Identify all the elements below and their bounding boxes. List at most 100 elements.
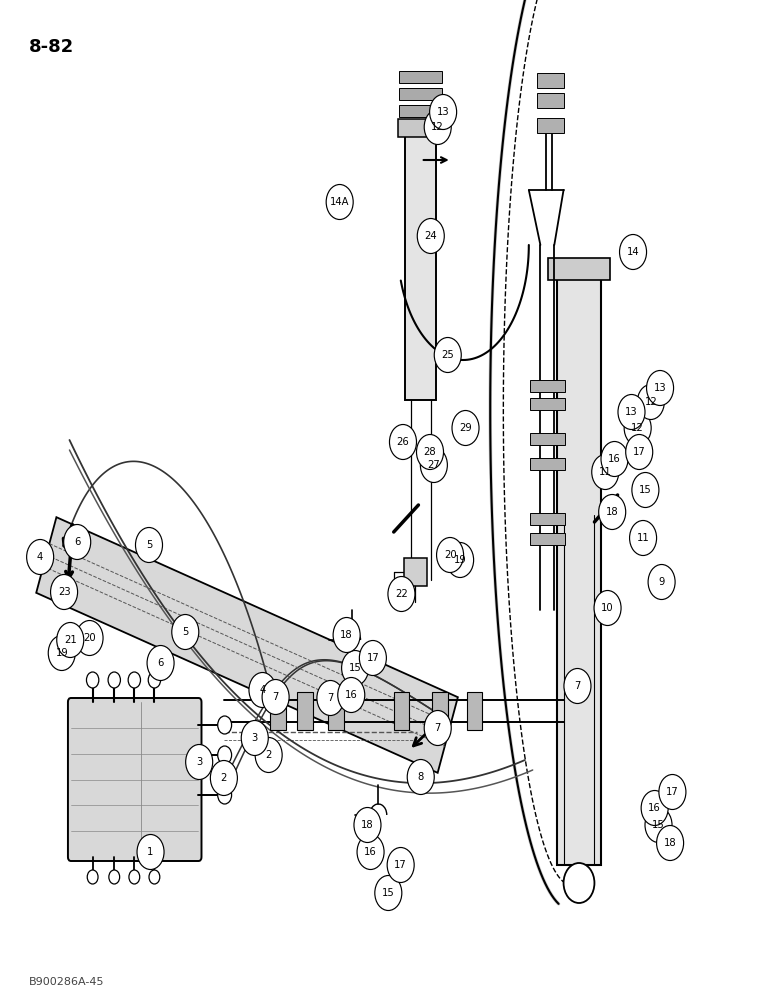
Bar	[530, 398, 565, 410]
Circle shape	[599, 494, 625, 530]
Bar	[537, 73, 564, 88]
Text: 13: 13	[625, 407, 638, 417]
Text: 19: 19	[454, 555, 466, 565]
Text: 5: 5	[182, 627, 188, 637]
Text: 16: 16	[648, 803, 661, 813]
Bar	[405, 125, 436, 400]
Bar	[270, 692, 286, 730]
Bar	[399, 71, 442, 83]
Text: 17: 17	[367, 653, 379, 663]
Circle shape	[417, 219, 444, 253]
Circle shape	[374, 876, 401, 910]
Bar	[530, 513, 565, 525]
Circle shape	[87, 870, 98, 884]
Circle shape	[337, 678, 364, 712]
Bar	[297, 692, 313, 730]
Circle shape	[645, 808, 672, 842]
Text: 16: 16	[345, 690, 357, 700]
Circle shape	[218, 716, 232, 734]
Bar	[530, 458, 565, 470]
Bar	[467, 692, 482, 730]
Circle shape	[601, 442, 628, 477]
Text: 6: 6	[157, 658, 164, 668]
Circle shape	[429, 95, 456, 129]
Circle shape	[354, 808, 381, 842]
Text: 13: 13	[437, 107, 449, 117]
Text: 14A: 14A	[330, 197, 350, 207]
Text: 2: 2	[221, 773, 227, 783]
Circle shape	[647, 370, 673, 406]
Circle shape	[387, 848, 414, 882]
Bar	[399, 105, 442, 117]
Bar	[394, 692, 409, 730]
Text: 7: 7	[327, 693, 334, 703]
Text: B900286A-45: B900286A-45	[29, 977, 105, 987]
Text: 8-82: 8-82	[29, 38, 75, 56]
Text: 15: 15	[382, 888, 394, 898]
Text: 1: 1	[147, 847, 154, 857]
Text: 12: 12	[631, 423, 644, 433]
Text: 21: 21	[64, 635, 76, 645]
Text: 11: 11	[637, 533, 649, 543]
Circle shape	[63, 524, 91, 560]
Bar	[530, 533, 565, 545]
Text: 9: 9	[659, 577, 665, 587]
Text: 12: 12	[645, 397, 657, 407]
Circle shape	[359, 641, 386, 676]
Bar	[537, 93, 564, 108]
Circle shape	[255, 738, 282, 772]
Circle shape	[109, 870, 120, 884]
Bar	[399, 88, 442, 100]
Circle shape	[317, 680, 344, 716]
Circle shape	[659, 774, 686, 810]
Text: 18: 18	[606, 507, 618, 517]
Circle shape	[618, 394, 645, 430]
Text: 22: 22	[395, 589, 408, 599]
Circle shape	[48, 636, 76, 670]
Text: 5: 5	[146, 540, 152, 550]
Circle shape	[564, 863, 594, 903]
Text: 20: 20	[83, 633, 96, 643]
Circle shape	[56, 622, 83, 658]
Text: 18: 18	[664, 838, 676, 848]
Text: 14: 14	[627, 247, 639, 257]
Text: 12: 12	[432, 122, 444, 132]
Circle shape	[185, 744, 212, 780]
Circle shape	[424, 710, 451, 746]
Bar	[548, 258, 610, 280]
Text: 23: 23	[58, 587, 70, 597]
Text: 13: 13	[654, 383, 666, 393]
Circle shape	[148, 672, 161, 688]
Circle shape	[434, 338, 461, 372]
Circle shape	[436, 538, 463, 572]
Text: 17: 17	[394, 860, 407, 870]
Text: 18: 18	[361, 820, 374, 830]
Circle shape	[629, 520, 656, 556]
Bar	[537, 118, 564, 133]
Circle shape	[129, 870, 140, 884]
Circle shape	[624, 410, 651, 446]
Bar	[404, 558, 427, 586]
Circle shape	[210, 760, 237, 796]
Text: 28: 28	[424, 447, 436, 457]
Text: 24: 24	[425, 231, 437, 241]
FancyBboxPatch shape	[68, 698, 201, 861]
Circle shape	[51, 574, 77, 609]
Text: 4: 4	[37, 552, 43, 562]
Text: 16: 16	[364, 847, 377, 857]
Text: 3: 3	[252, 733, 258, 743]
Circle shape	[656, 826, 683, 860]
Circle shape	[390, 424, 417, 460]
Circle shape	[333, 617, 360, 652]
Circle shape	[638, 384, 664, 420]
Bar	[557, 265, 601, 865]
Text: 19: 19	[56, 648, 68, 658]
Circle shape	[218, 746, 232, 764]
Circle shape	[408, 760, 434, 794]
Text: 25: 25	[442, 350, 454, 360]
Text: 15: 15	[349, 663, 361, 673]
Text: 15: 15	[652, 820, 665, 830]
Text: 8: 8	[418, 772, 424, 782]
Circle shape	[648, 564, 675, 599]
Circle shape	[619, 234, 646, 269]
